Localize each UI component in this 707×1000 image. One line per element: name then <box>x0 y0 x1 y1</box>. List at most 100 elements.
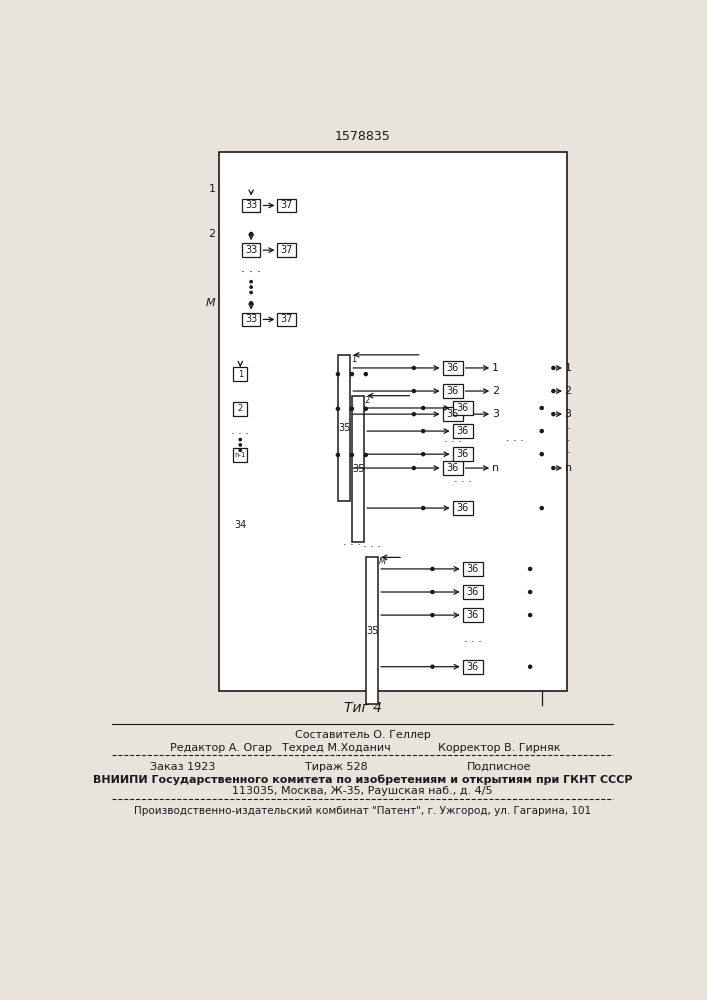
Text: n-1: n-1 <box>235 452 246 458</box>
Circle shape <box>364 407 368 410</box>
Text: ·
·
·: · · · <box>566 424 570 458</box>
Bar <box>277 312 296 326</box>
Bar <box>414 353 499 507</box>
Bar <box>423 393 507 547</box>
Text: Корректор В. Гирняк: Корректор В. Гирняк <box>438 743 561 753</box>
Circle shape <box>412 466 416 470</box>
Circle shape <box>351 453 354 456</box>
Text: 3: 3 <box>492 409 498 419</box>
Circle shape <box>337 373 339 376</box>
Circle shape <box>421 406 425 410</box>
Circle shape <box>552 466 555 470</box>
Text: n: n <box>564 463 572 473</box>
Text: 36: 36 <box>467 587 479 597</box>
Text: · · ·: · · · <box>454 477 472 487</box>
Circle shape <box>431 614 434 617</box>
Circle shape <box>250 302 252 305</box>
Text: 1: 1 <box>209 184 216 194</box>
Circle shape <box>421 430 425 433</box>
Text: 34: 34 <box>234 520 247 530</box>
Text: · · ·: · · · <box>241 266 261 279</box>
Text: · · ·: · · · <box>231 429 249 439</box>
Circle shape <box>250 281 252 283</box>
Circle shape <box>337 407 339 410</box>
Bar <box>226 160 446 349</box>
Text: 2: 2 <box>564 386 572 396</box>
Bar <box>277 199 296 212</box>
Circle shape <box>552 413 555 416</box>
Circle shape <box>412 413 416 416</box>
Text: 36: 36 <box>457 403 469 413</box>
Text: 36: 36 <box>457 426 469 436</box>
Text: 36: 36 <box>447 409 459 419</box>
Circle shape <box>540 430 543 433</box>
Bar <box>443 407 462 421</box>
Circle shape <box>239 449 241 451</box>
Bar <box>462 660 483 674</box>
Text: · · ·: · · · <box>343 540 361 550</box>
Bar <box>443 384 462 398</box>
Text: 36: 36 <box>457 503 469 513</box>
Text: 33: 33 <box>245 200 257 210</box>
Circle shape <box>239 438 241 441</box>
Circle shape <box>351 407 354 410</box>
Text: 113035, Москва, Ж-35, Раушская наб., д. 4/5: 113035, Москва, Ж-35, Раушская наб., д. … <box>233 786 493 796</box>
Text: Техред М.Ходанич: Техред М.Ходанич <box>282 743 391 753</box>
Circle shape <box>529 567 532 570</box>
Bar <box>462 608 483 622</box>
Text: Τиг 4: Τиг 4 <box>344 701 382 715</box>
Text: 1: 1 <box>565 363 571 373</box>
Circle shape <box>412 389 416 393</box>
Text: 36: 36 <box>447 463 459 473</box>
Bar <box>242 243 260 257</box>
Text: 36: 36 <box>447 363 459 373</box>
Circle shape <box>540 453 543 456</box>
Text: 36: 36 <box>467 610 479 620</box>
Circle shape <box>337 453 339 456</box>
Circle shape <box>529 614 532 617</box>
Bar <box>218 152 566 691</box>
Text: · · ·: · · · <box>506 436 524 446</box>
Circle shape <box>250 291 252 294</box>
Text: Тираж 528: Тираж 528 <box>305 762 368 772</box>
Circle shape <box>421 507 425 510</box>
Bar <box>433 555 515 686</box>
Bar <box>352 396 364 542</box>
Text: 35: 35 <box>352 464 364 474</box>
Text: 2: 2 <box>238 404 243 413</box>
Bar <box>338 355 351 501</box>
Text: Подписное: Подписное <box>467 762 532 772</box>
Text: 3: 3 <box>565 409 571 419</box>
Text: Составитель О. Геллер: Составитель О. Геллер <box>295 730 431 740</box>
Text: 36: 36 <box>467 564 479 574</box>
Text: 37: 37 <box>281 200 293 210</box>
Circle shape <box>250 232 252 235</box>
Circle shape <box>552 366 555 369</box>
Text: n: n <box>491 463 499 473</box>
Circle shape <box>412 366 416 369</box>
Bar <box>443 461 462 475</box>
Text: M: M <box>206 298 216 308</box>
Circle shape <box>540 507 543 510</box>
Circle shape <box>529 665 532 668</box>
Circle shape <box>239 444 241 446</box>
Text: 33: 33 <box>245 245 257 255</box>
Bar <box>452 501 473 515</box>
Bar <box>443 361 462 375</box>
Text: 1: 1 <box>492 363 498 373</box>
Bar <box>462 585 483 599</box>
Text: M: M <box>379 557 387 566</box>
Bar <box>277 243 296 257</box>
Circle shape <box>364 373 368 376</box>
Text: 35: 35 <box>338 423 350 433</box>
Text: 35: 35 <box>366 626 378 636</box>
Text: 2: 2 <box>491 386 499 396</box>
Text: 36: 36 <box>447 386 459 396</box>
Bar <box>452 447 473 461</box>
Circle shape <box>250 286 252 288</box>
Circle shape <box>552 389 555 393</box>
Bar <box>452 424 473 438</box>
Text: 1: 1 <box>238 370 243 379</box>
Circle shape <box>364 453 368 456</box>
Text: 1: 1 <box>351 355 356 364</box>
